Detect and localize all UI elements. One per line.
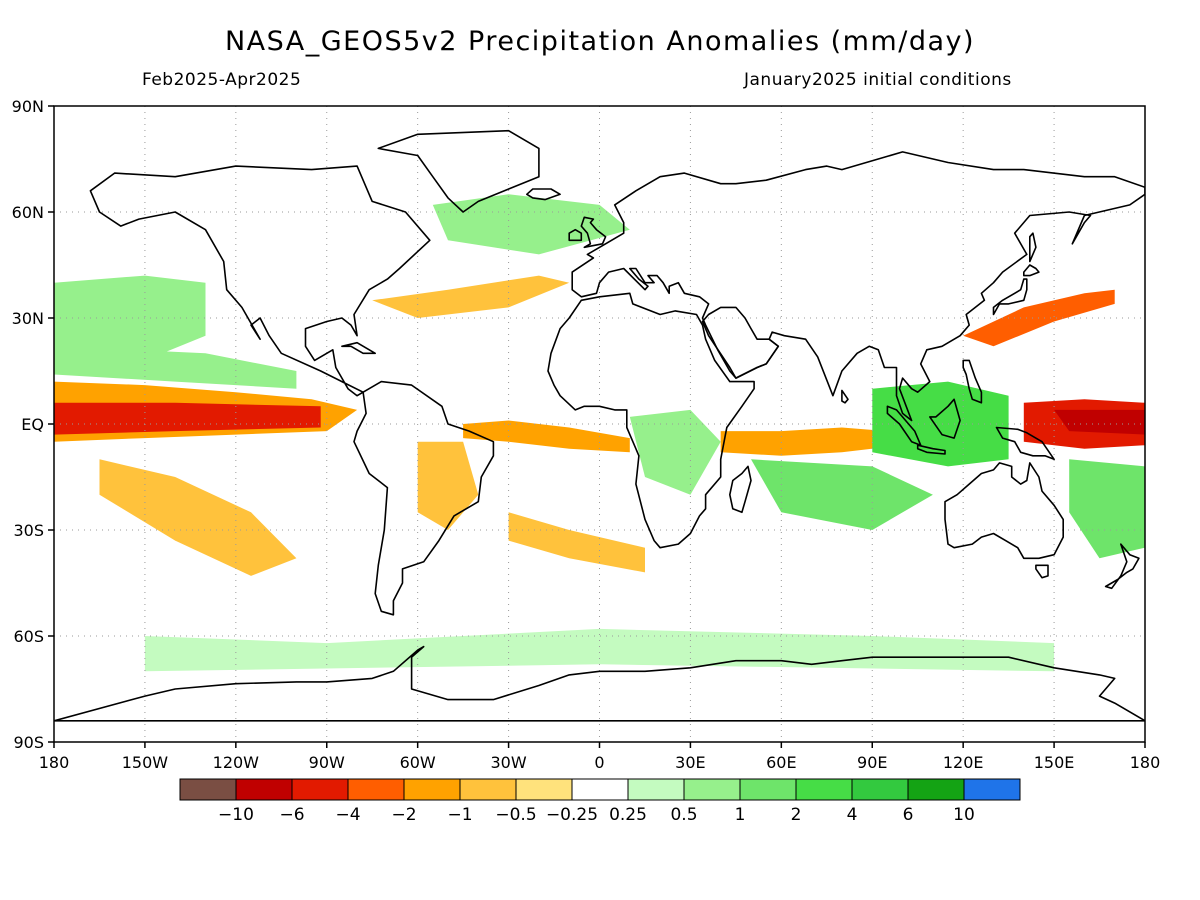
x-tick-label: 60E	[766, 753, 796, 772]
longitude-axis: 180 150W 120W 90W 60W 30W 0 30E 60E 90E 120E 150E 18…	[39, 742, 1161, 772]
colorbar-label: −0.25	[546, 805, 598, 825]
sumatra-coastline	[886, 405, 922, 447]
y-tick-label: 90N	[12, 97, 44, 116]
colorbar-swatch	[627, 778, 685, 801]
x-tick-label: 180	[1130, 753, 1161, 772]
iceland-coastline	[525, 188, 561, 201]
equatorial-indian-dry	[720, 427, 903, 456]
colorbar-label: −0.5	[495, 805, 536, 825]
philippines-coastline	[962, 359, 983, 404]
colorbar-swatch	[571, 778, 629, 801]
southern-ocean-wet	[144, 628, 1055, 672]
x-tick-label: 120W	[213, 753, 260, 772]
anomaly-layer	[54, 194, 1145, 672]
colorbar-label: 10	[953, 805, 975, 825]
java-coastline	[916, 444, 946, 455]
south-atlantic-dry-band	[508, 512, 645, 573]
north-america-coastline	[89, 165, 431, 397]
x-tick-label: 150W	[122, 753, 169, 772]
colorbar-swatch	[739, 778, 797, 801]
north-pacific-wet	[54, 275, 206, 371]
colorbar-label: 0.25	[609, 805, 647, 825]
colorbar-swatch	[347, 778, 405, 801]
japan-coastline	[992, 278, 1028, 316]
initial-conditions: January2025 initial conditions	[744, 70, 1012, 90]
cuba-coastline	[341, 341, 377, 355]
colorbar-swatch	[907, 778, 965, 801]
y-tick-label: 60S	[13, 627, 44, 646]
colorbar-label: −10	[218, 805, 254, 825]
south-america-dry	[417, 441, 479, 530]
borneo-coastline	[928, 398, 961, 439]
south-america-coastline	[353, 380, 495, 616]
colorbar-label: 6	[903, 805, 914, 825]
equatorial-atlantic-dry	[463, 420, 630, 453]
west-pacific-core	[1054, 409, 1145, 435]
forecast-period: Feb2025-Apr2025	[142, 70, 302, 90]
south-indian-wet	[751, 459, 933, 530]
greenland-coastline	[377, 129, 540, 213]
colorbar-swatch	[235, 778, 293, 801]
x-tick-label: 30W	[490, 753, 526, 772]
colorbar-swatch	[851, 778, 909, 801]
colorbar-swatch	[515, 778, 573, 801]
sri-lanka-coastline	[841, 389, 849, 404]
arabia-coastline	[701, 306, 780, 379]
ireland-coastline	[568, 228, 583, 242]
x-tick-label: 60W	[400, 753, 436, 772]
madagascar-coastline	[728, 465, 752, 514]
coastlines	[54, 129, 1145, 722]
colorbar-swatch	[179, 778, 237, 801]
tasmania-coastline	[1035, 564, 1049, 579]
south-pacific-dry-band	[99, 459, 297, 576]
colorbar-label: −6	[279, 805, 304, 825]
map-title: NASA_GEOS5v2 Precipitation Anomalies (mm…	[224, 26, 976, 57]
great-britain-coastline	[580, 216, 607, 249]
x-tick-label: 180	[39, 753, 70, 772]
colorbar-swatch	[459, 778, 517, 801]
australia-coastline	[944, 462, 1064, 560]
sakhalin-coastline	[1029, 232, 1037, 263]
x-tick-label: 90W	[309, 753, 345, 772]
x-tick-label: 0	[594, 753, 604, 772]
colorbar-label: −2	[391, 805, 416, 825]
latitude-axis: 90N 60N 30N EQ 30S 60S 90S	[12, 97, 54, 752]
colorbar-label: −4	[335, 805, 360, 825]
x-tick-label: 150E	[1034, 753, 1075, 772]
x-tick-label: 90E	[857, 753, 887, 772]
hokkaido-coastline	[1022, 264, 1040, 277]
colorbar-label: 4	[847, 805, 858, 825]
x-tick-label: 30E	[675, 753, 705, 772]
new-guinea-coastline	[995, 426, 1055, 461]
y-tick-label: 30N	[12, 309, 44, 328]
new-zealand-coastline	[1104, 543, 1140, 590]
colorbar-swatch	[291, 778, 349, 801]
y-tick-label: EQ	[21, 415, 44, 434]
indo-pacific-warm-pool-wet	[872, 381, 1009, 467]
south-pacific-wet	[1069, 459, 1145, 559]
colorbar-swatch	[403, 778, 461, 801]
colorbar-label: 1	[735, 805, 746, 825]
africa-coastline	[547, 292, 755, 549]
colorbar-label: −1	[447, 805, 472, 825]
central-africa-wet	[629, 409, 721, 495]
colorbar: −10 −6 −4 −2 −1 −0.5 −0.25 0.25 0.5 1 2 4 6 10	[179, 778, 1021, 825]
grid-lines	[54, 106, 1145, 742]
eurasia-coastline	[571, 151, 1145, 422]
east-pacific-offequator-wet	[54, 346, 297, 389]
y-tick-label: 90S	[13, 733, 44, 752]
colorbar-swatch	[795, 778, 853, 801]
north-atlantic-dry	[372, 275, 570, 318]
colorbar-swatch	[963, 778, 1021, 801]
x-tick-label: 120E	[943, 753, 984, 772]
colorbar-label: 0.5	[670, 805, 697, 825]
colorbar-label: 2	[791, 805, 802, 825]
antarctica-coastline	[54, 645, 1145, 722]
y-tick-label: 60N	[12, 203, 44, 222]
equatorial-east-pacific-red	[54, 402, 321, 435]
colorbar-swatch	[683, 778, 741, 801]
y-tick-label: 30S	[13, 521, 44, 540]
